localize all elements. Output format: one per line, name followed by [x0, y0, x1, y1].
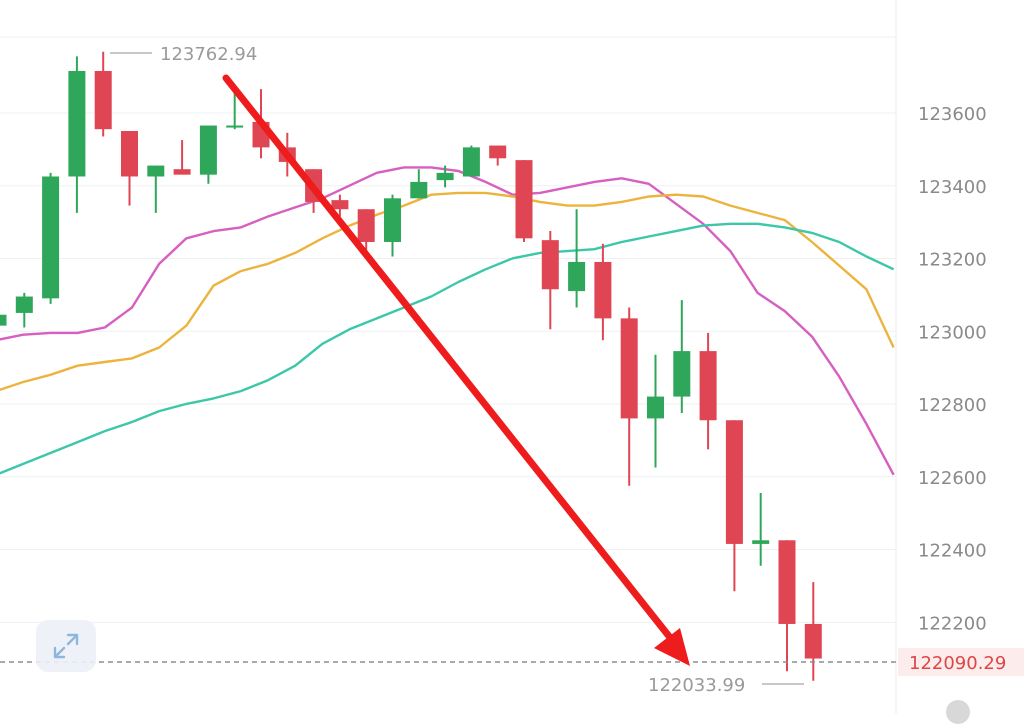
y-tick-label: 122800 — [918, 395, 987, 416]
candle-body — [147, 165, 165, 177]
y-tick-label: 122200 — [918, 613, 987, 634]
y-tick-label: 123000 — [918, 322, 987, 343]
y-tick-label: 122600 — [918, 468, 987, 489]
candle-body — [515, 160, 533, 239]
y-tick-label: 123200 — [918, 250, 987, 271]
expand-chart-button[interactable] — [36, 620, 96, 672]
trend-arrow-head — [654, 628, 690, 666]
candle-body — [331, 200, 349, 210]
y-axis: 123600 123400 123200 123000 122800 122600 1224… — [918, 104, 987, 634]
candle-body — [357, 209, 375, 242]
candlesticks — [0, 51, 822, 681]
candle-body — [752, 540, 770, 544]
grid-lines — [0, 36, 896, 623]
low-annotation: 122033.99 — [648, 675, 745, 696]
expand-icon — [53, 633, 79, 659]
y-tick-label: 122400 — [918, 541, 987, 562]
candle-body — [673, 351, 691, 397]
candle-body — [489, 145, 507, 159]
candle-body — [94, 70, 112, 130]
candle-body — [15, 296, 33, 313]
candle-body — [436, 172, 454, 181]
ma-line — [0, 222, 895, 475]
candle-body — [725, 420, 743, 544]
chart-settings-icon[interactable] — [946, 700, 970, 724]
candle-body — [462, 147, 480, 177]
current-price-tag — [898, 648, 1024, 676]
candle-body — [410, 181, 428, 199]
ma-line — [0, 191, 895, 392]
high-annotation: 123762.94 — [160, 44, 257, 65]
candle-body — [541, 240, 559, 290]
candle-body — [699, 351, 717, 421]
current-price-label: 122090.29 — [909, 653, 1006, 674]
candle-body — [778, 540, 796, 624]
candle-body — [226, 125, 244, 128]
candle-body — [594, 261, 612, 319]
candle-body — [384, 198, 401, 242]
candle-body — [173, 169, 191, 175]
candle-body — [0, 314, 7, 326]
candle-body — [42, 176, 60, 299]
candle-body — [647, 396, 664, 419]
y-tick-label: 123600 — [918, 104, 987, 125]
candle-body — [121, 131, 138, 177]
y-tick-label: 123400 — [918, 177, 987, 198]
trend-arrow-shaft — [222, 74, 676, 644]
candle-body — [199, 125, 217, 175]
candle-body — [68, 70, 86, 177]
candle-body — [804, 623, 822, 659]
candle-body — [568, 261, 586, 292]
candle-body — [620, 318, 638, 419]
moving-average-lines — [0, 166, 895, 476]
